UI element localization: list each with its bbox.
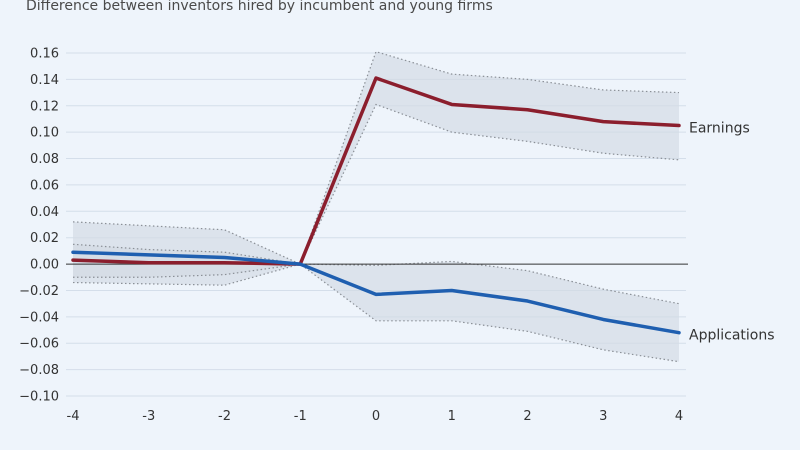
y-tick-label: 0.08 bbox=[30, 152, 59, 167]
y-tick-label: 0.12 bbox=[30, 99, 59, 114]
x-tick-label: -3 bbox=[142, 409, 155, 424]
series-line-earnings bbox=[71, 76, 681, 266]
y-tick-label: 0.10 bbox=[30, 126, 59, 141]
x-tick-label: -4 bbox=[67, 409, 80, 424]
series-label-earnings: Earnings bbox=[689, 121, 750, 137]
x-tick-label: 4 bbox=[675, 409, 683, 424]
confidence-bound-applications bbox=[72, 263, 680, 363]
y-tick-label: 0.06 bbox=[30, 178, 59, 193]
y-tick-label: 0.00 bbox=[30, 258, 59, 273]
x-tick-label: 3 bbox=[599, 409, 607, 424]
y-tick-label: 0.16 bbox=[30, 47, 59, 62]
x-tick-label: -1 bbox=[294, 409, 307, 424]
y-tick-label: −0.04 bbox=[19, 310, 59, 325]
series-line-applications bbox=[71, 250, 681, 335]
y-tick-label: −0.08 bbox=[19, 363, 59, 378]
confidence-bound-earnings bbox=[72, 50, 680, 265]
confidence-band-applications bbox=[73, 221, 679, 362]
x-tick-label: 0 bbox=[372, 409, 380, 424]
y-tick-label: −0.06 bbox=[19, 337, 59, 352]
y-tick-label: 0.14 bbox=[30, 73, 59, 88]
x-tick-label: 1 bbox=[448, 409, 456, 424]
y-tick-label: −0.10 bbox=[19, 390, 59, 405]
y-tick-label: 0.02 bbox=[30, 231, 59, 246]
confidence-bound-earnings bbox=[73, 103, 680, 278]
y-tick-label: −0.02 bbox=[19, 284, 59, 299]
x-tick-label: 2 bbox=[523, 409, 531, 424]
x-tick-label: -2 bbox=[218, 409, 231, 424]
confidence-bound-applications bbox=[72, 221, 680, 305]
y-tick-label: 0.04 bbox=[30, 205, 59, 220]
chart-subtitle: Difference between inventors hired by in… bbox=[26, 0, 493, 14]
series-label-applications: Applications bbox=[689, 328, 775, 344]
